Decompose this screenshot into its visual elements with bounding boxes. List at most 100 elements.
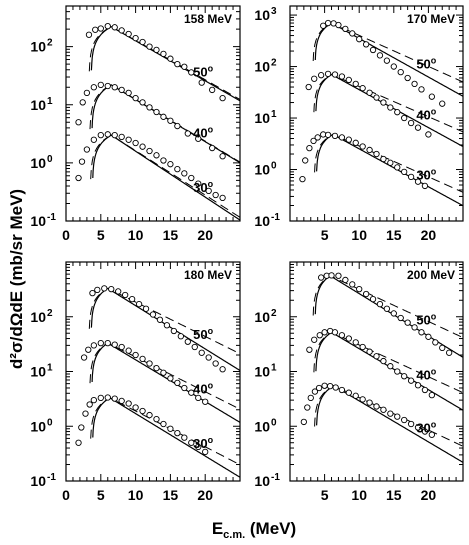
data-point <box>85 346 92 353</box>
data-point <box>314 134 321 141</box>
y-tick-base: 10 <box>254 418 270 434</box>
data-point <box>219 153 226 160</box>
data-point <box>97 25 104 32</box>
data-point <box>181 434 188 441</box>
data-point <box>407 119 415 127</box>
data-point <box>122 291 129 299</box>
data-point <box>146 104 153 111</box>
data-point <box>195 135 202 142</box>
y-tick-label: 10 <box>254 418 270 434</box>
data-point <box>390 63 397 70</box>
y-tick-base: 10 <box>254 110 270 126</box>
x-tick-label: 5 <box>97 487 105 503</box>
theory-curve-solid <box>90 287 240 371</box>
data-point <box>125 347 132 354</box>
plot-frame <box>289 5 464 222</box>
data-point <box>188 69 195 76</box>
x-tick-label: 20 <box>197 227 213 243</box>
y-tick-label: 10 <box>254 162 270 178</box>
data-point <box>414 178 422 185</box>
data-point <box>366 399 373 406</box>
y-tick-base: 10 <box>30 364 46 380</box>
data-point <box>94 286 101 293</box>
data-point <box>132 351 139 359</box>
x-tick-label: 0 <box>62 487 70 503</box>
data-point <box>394 164 401 171</box>
data-point <box>356 36 363 43</box>
y-tick-base: 10 <box>254 309 270 325</box>
data-point <box>188 389 195 396</box>
data-point <box>195 394 202 402</box>
degree-mark: o <box>431 56 437 66</box>
data-point <box>366 89 373 96</box>
data-point <box>414 124 422 131</box>
data-point <box>146 147 153 155</box>
degree-mark: o <box>208 125 214 135</box>
data-point <box>139 355 146 363</box>
data-point <box>414 382 422 389</box>
data-point <box>80 354 88 361</box>
theory-curve-dashed <box>313 73 463 133</box>
y-tick-label: 10 <box>30 39 46 55</box>
data-point <box>376 300 384 308</box>
data-point <box>139 407 146 415</box>
x-tick-label: 0 <box>62 227 70 243</box>
y-tick-label: 10 <box>30 97 46 113</box>
data-point <box>349 281 356 288</box>
data-point <box>82 410 89 417</box>
y-tick-exponent: 0 <box>47 417 53 428</box>
data-point <box>359 85 366 92</box>
data-point <box>387 104 394 111</box>
curves-group <box>300 272 463 463</box>
data-point <box>118 27 125 34</box>
data-point <box>174 122 181 130</box>
data-point <box>125 136 132 143</box>
data-point <box>118 86 125 94</box>
data-point <box>421 428 429 435</box>
data-point <box>331 71 339 78</box>
data-point <box>401 168 408 176</box>
data-point <box>79 99 86 106</box>
data-point <box>311 388 319 395</box>
data-point <box>373 403 380 410</box>
y-tick-exponent: 1 <box>271 109 277 120</box>
data-point <box>153 108 160 116</box>
data-point <box>118 343 125 351</box>
data-point <box>184 130 191 137</box>
data-point <box>135 300 143 308</box>
data-point <box>205 187 212 195</box>
data-point <box>198 349 205 356</box>
data-point <box>75 119 82 126</box>
theory-curve-solid <box>316 133 463 207</box>
x-axis-title: Ec.m. (MeV) <box>212 519 296 541</box>
data-point <box>428 431 436 438</box>
data-point <box>146 411 153 419</box>
data-point <box>369 46 377 54</box>
data-point <box>160 113 167 120</box>
x-tick-label: 10 <box>128 487 144 503</box>
data-point <box>404 319 411 326</box>
data-point <box>302 157 309 164</box>
data-point <box>306 145 313 152</box>
data-point <box>90 396 97 404</box>
data-point <box>320 22 327 29</box>
data-point <box>97 339 104 347</box>
data-point <box>198 79 205 86</box>
data-point <box>383 57 391 64</box>
angle-label: 30o <box>416 166 436 182</box>
data-point <box>75 174 82 182</box>
x-tick-label: 15 <box>386 227 402 243</box>
data-point <box>359 143 366 150</box>
data-point <box>104 82 111 90</box>
data-point <box>132 94 139 102</box>
data-point <box>352 339 359 346</box>
data-point <box>401 416 408 424</box>
data-point <box>160 50 167 58</box>
beam-energy-label: 158 MeV <box>184 12 232 26</box>
y-tick-exponent: -1 <box>271 212 280 223</box>
data-point <box>369 295 377 303</box>
data-point <box>421 182 429 190</box>
data-point <box>376 52 384 59</box>
